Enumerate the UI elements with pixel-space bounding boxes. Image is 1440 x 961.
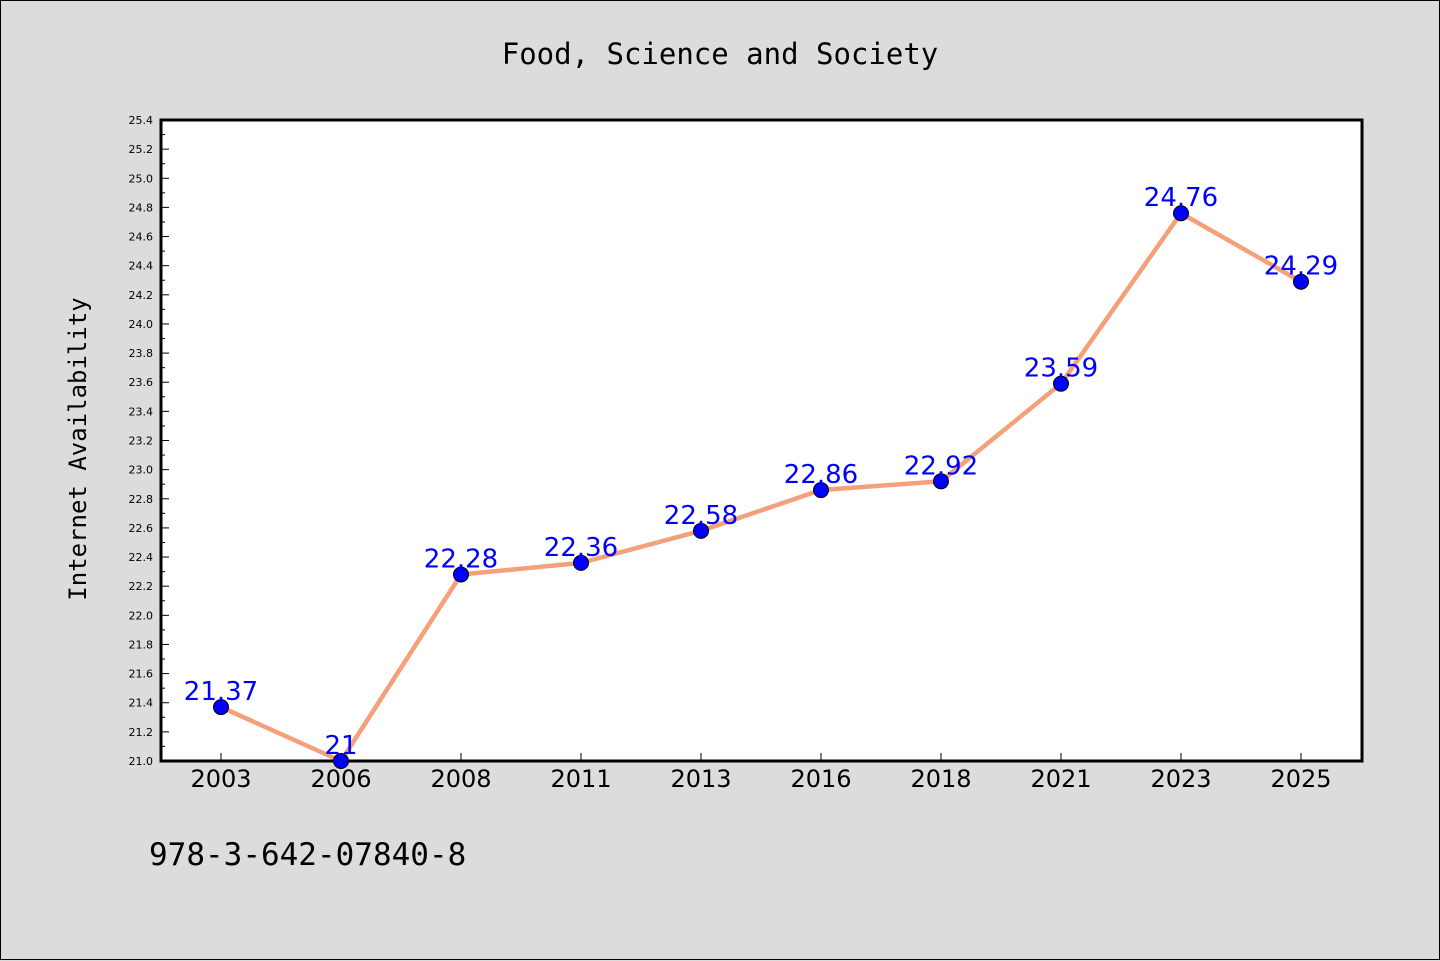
data-point-label: 23.59 bbox=[1024, 354, 1098, 384]
y-tick-label: 23.8 bbox=[129, 347, 154, 360]
data-point-label: 22.28 bbox=[424, 545, 498, 575]
y-tick-label: 25.2 bbox=[129, 143, 154, 156]
data-point-label: 22.58 bbox=[664, 501, 738, 531]
y-tick-label: 22.4 bbox=[129, 551, 154, 564]
x-tick-label: 2006 bbox=[310, 765, 371, 793]
y-tick-label: 22.8 bbox=[129, 493, 154, 506]
data-point-label: 22.36 bbox=[544, 533, 618, 563]
data-point-marker bbox=[693, 522, 709, 539]
y-tick-label: 24.2 bbox=[129, 289, 154, 302]
y-tick-label: 24.8 bbox=[129, 201, 154, 214]
data-point-marker bbox=[573, 554, 589, 571]
data-point-label: 22.86 bbox=[784, 460, 858, 490]
y-tick-label: 23.2 bbox=[129, 435, 154, 448]
y-tick-label: 21.4 bbox=[129, 697, 154, 710]
data-point-marker bbox=[453, 566, 469, 583]
x-tick-label: 2023 bbox=[1150, 765, 1211, 793]
x-tick-label: 2008 bbox=[430, 765, 491, 793]
data-markers bbox=[213, 205, 1309, 769]
data-point-marker bbox=[333, 753, 349, 769]
data-point-label: 24.29 bbox=[1264, 252, 1338, 282]
plot-area bbox=[159, 118, 1364, 763]
x-tick-label: 2025 bbox=[1270, 765, 1331, 793]
y-tick-label: 21.6 bbox=[129, 668, 154, 681]
data-point-marker bbox=[1293, 273, 1309, 290]
x-axis-ticks: 2003 2006 2008 2011 2013 2016 2018 2021 2023 2025 bbox=[190, 753, 1332, 793]
x-tick-label: 2013 bbox=[670, 765, 731, 793]
data-point-marker bbox=[1173, 205, 1189, 222]
y-tick-label: 24.0 bbox=[129, 318, 154, 331]
data-point-marker bbox=[933, 473, 949, 490]
x-tick-label: 2011 bbox=[550, 765, 611, 793]
x-tick-label: 2021 bbox=[1030, 765, 1091, 793]
x-tick-label: 2018 bbox=[910, 765, 971, 793]
isbn-text: 978-3-642-07840-8 bbox=[149, 837, 466, 873]
y-axis-ticks: 21.0 21.2 21.4 21.6 21.8 22.0 22.2 22.4 22.6 22.8… bbox=[129, 114, 169, 768]
data-point-label: 21.37 bbox=[184, 677, 258, 707]
data-point-label: 22.92 bbox=[904, 451, 978, 481]
y-tick-label: 23.4 bbox=[129, 405, 154, 418]
y-tick-label: 25.0 bbox=[129, 172, 154, 185]
y-tick-label: 22.0 bbox=[129, 609, 154, 622]
series-line bbox=[218, 210, 1304, 764]
y-tick-label: 21.2 bbox=[129, 726, 154, 739]
y-tick-label: 22.2 bbox=[129, 580, 154, 593]
y-tick-label: 21.8 bbox=[129, 638, 154, 651]
y-tick-label: 21.0 bbox=[129, 755, 154, 768]
y-tick-label: 23.0 bbox=[129, 464, 154, 477]
x-tick-label: 2016 bbox=[790, 765, 851, 793]
chart-title: Food, Science and Society bbox=[502, 37, 939, 71]
series-line-group bbox=[218, 210, 1304, 764]
data-point-label: 24.76 bbox=[1144, 183, 1218, 213]
y-tick-label: 23.6 bbox=[129, 376, 154, 389]
y-axis-label: Internet Availability bbox=[64, 297, 92, 600]
data-point-marker bbox=[813, 482, 829, 499]
data-labels: 21.37 21 22.28 22.36 22.58 22.86 22.92 23.59 24.… bbox=[184, 183, 1338, 761]
y-tick-label: 25.4 bbox=[129, 114, 154, 127]
data-point-marker bbox=[213, 699, 229, 716]
x-tick-label: 2003 bbox=[190, 765, 251, 793]
y-tick-label: 22.6 bbox=[129, 522, 154, 535]
y-tick-label: 24.4 bbox=[129, 260, 154, 273]
data-point-marker bbox=[1053, 375, 1069, 392]
data-point-label: 21 bbox=[324, 731, 357, 761]
y-tick-label: 24.6 bbox=[129, 231, 154, 244]
